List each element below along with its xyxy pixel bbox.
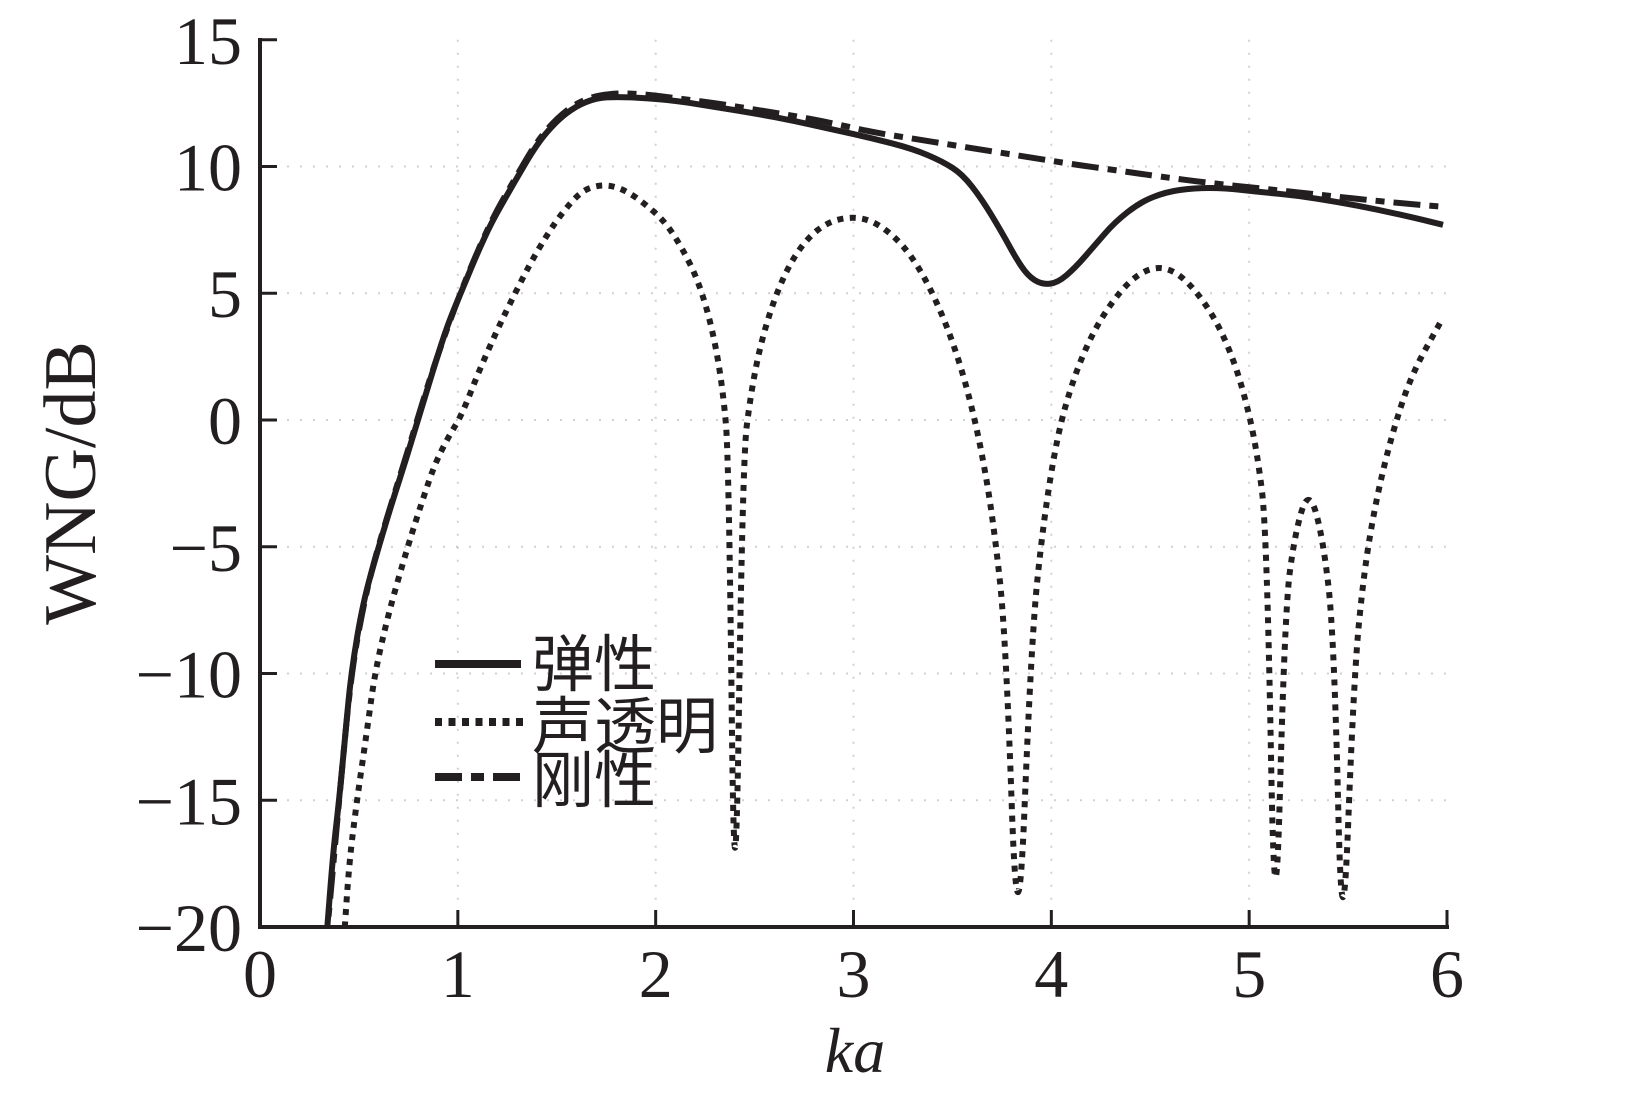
axes-and-ticks xyxy=(258,38,1449,929)
x-tick-label: 3 xyxy=(837,936,871,1012)
x-tick-label: 2 xyxy=(639,936,673,1012)
x-tick-label: 6 xyxy=(1430,936,1464,1012)
y-tick-label: −15 xyxy=(136,763,242,839)
y-tick-label: −10 xyxy=(136,637,242,713)
data-curves xyxy=(324,90,1448,927)
y-axis-title: WNG/dB xyxy=(30,341,112,625)
legend-label-elastic: 弹性 xyxy=(532,632,656,700)
curve-rigid-dashdot xyxy=(324,90,1448,927)
x-tick-label: 1 xyxy=(441,936,475,1012)
y-tick-label: 10 xyxy=(174,130,242,206)
y-tick-label: 0 xyxy=(208,383,242,459)
x-axis-title: ka xyxy=(825,1015,885,1086)
grid-lines xyxy=(261,39,1446,927)
legend-label-transparent: 声透明 xyxy=(532,694,718,762)
x-tick-label: 0 xyxy=(243,936,277,1012)
y-tick-label: 15 xyxy=(174,3,242,79)
curve-transparent-dotted xyxy=(341,182,1444,927)
y-tick-label: −20 xyxy=(136,890,242,966)
legend-label-rigid: 刚性 xyxy=(532,748,656,816)
x-tick-label: 4 xyxy=(1034,936,1068,1012)
y-tick-label: 5 xyxy=(208,256,242,332)
curve-elastic-solid xyxy=(324,94,1444,927)
x-tick-label: 5 xyxy=(1232,936,1266,1012)
legend: 弹性 声透明 刚性 xyxy=(435,632,718,816)
y-tick-label: −5 xyxy=(170,510,242,586)
